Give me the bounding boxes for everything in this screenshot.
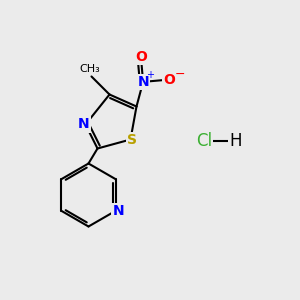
Text: +: +	[146, 70, 154, 80]
Text: CH₃: CH₃	[80, 64, 100, 74]
Text: −: −	[175, 68, 185, 81]
Text: Cl: Cl	[196, 132, 212, 150]
Text: O: O	[135, 50, 147, 64]
Text: N: N	[137, 75, 149, 89]
Text: O: O	[163, 73, 175, 87]
Text: S: S	[127, 134, 137, 147]
Text: H: H	[229, 132, 242, 150]
Text: N: N	[78, 118, 89, 131]
Text: N: N	[112, 204, 124, 218]
